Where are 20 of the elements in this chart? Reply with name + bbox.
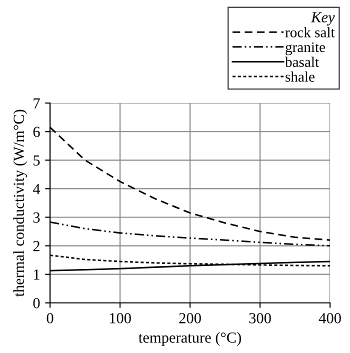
y-tick-label: 2	[33, 240, 40, 252]
y-tick-label: 3	[33, 212, 40, 223]
y-tick-label: 4	[32, 184, 40, 194]
y-tick-label: 1	[34, 270, 40, 280]
legend-label: basalt	[285, 56, 319, 67]
x-tick-label: 400	[318, 313, 341, 324]
legend-label: rock salt	[285, 27, 335, 38]
y-tick-label: 6	[33, 126, 40, 138]
x-tick-label: 300	[249, 313, 271, 324]
y-tick-label: 7	[34, 98, 40, 108]
y-tick-label: 5	[34, 155, 40, 166]
x-tick-label: 200	[179, 313, 201, 324]
x-tick-label: 100	[110, 313, 131, 324]
legend-label: granite	[286, 42, 326, 56]
x-tick-label: 0	[46, 313, 54, 324]
legend-title: Key	[310, 12, 335, 26]
y-tick-label: 0	[33, 298, 40, 308]
y-axis-title: thermal conductivity (W/m°C)	[13, 110, 28, 297]
x-axis-title: temperature (°C)	[138, 332, 241, 346]
legend-label: shale	[286, 71, 314, 82]
